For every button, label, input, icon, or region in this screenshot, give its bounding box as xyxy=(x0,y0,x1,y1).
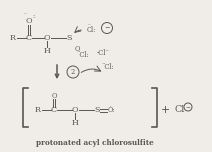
Text: S: S xyxy=(66,34,72,42)
Text: O: O xyxy=(44,34,50,42)
Text: O: O xyxy=(26,17,32,25)
Text: O: O xyxy=(51,92,57,100)
Text: H: H xyxy=(72,119,78,127)
Text: C: C xyxy=(26,34,32,42)
Text: protonated acyl chlorosulfite: protonated acyl chlorosulfite xyxy=(36,139,154,147)
Text: −: − xyxy=(104,24,110,32)
Text: Cl: Cl xyxy=(175,105,185,114)
Text: S: S xyxy=(94,106,100,114)
Text: Ȯ:: Ȯ: xyxy=(108,106,116,114)
Text: O: O xyxy=(72,106,78,114)
Text: ¨Cl:: ¨Cl: xyxy=(77,51,89,59)
Text: 2: 2 xyxy=(71,68,75,76)
Text: ¨: ¨ xyxy=(88,24,91,29)
Text: +: + xyxy=(160,105,170,115)
Text: Cl:: Cl: xyxy=(86,26,96,34)
Text: C: C xyxy=(51,106,57,114)
Text: R: R xyxy=(10,34,16,42)
Text: ¨Cl:: ¨Cl: xyxy=(102,63,114,71)
Text: :: : xyxy=(32,12,34,20)
Text: R: R xyxy=(35,106,41,114)
Text: -Cl⁻: -Cl⁻ xyxy=(96,49,109,57)
Text: O: O xyxy=(74,45,80,53)
Text: H: H xyxy=(43,47,50,55)
Text: ¨: ¨ xyxy=(24,14,26,19)
Text: −: − xyxy=(186,105,190,109)
